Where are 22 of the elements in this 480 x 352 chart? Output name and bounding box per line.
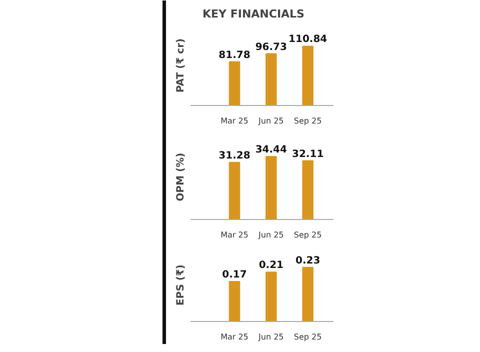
x-tick-label: Mar 25 [220, 116, 248, 126]
x-tick-label: Mar 25 [220, 332, 248, 342]
y-axis-title: EPS (₹) [176, 264, 186, 306]
data-label: 81.78 [218, 50, 250, 61]
data-label: 0.17 [222, 270, 247, 281]
x-tick-label: Mar 25 [220, 230, 248, 240]
x-tick-label: Sep 25 [294, 332, 322, 342]
data-label: 0.23 [295, 255, 320, 266]
x-tick-label: Jun 25 [258, 116, 284, 126]
data-label: 31.28 [218, 150, 250, 162]
y-axis-title: PAT (₹ cr) [176, 38, 186, 93]
data-label: 0.21 [258, 260, 284, 272]
x-tick-label: Sep 25 [294, 116, 322, 126]
data-label: 96.73 [255, 42, 288, 53]
x-tick-label: Jun 25 [258, 332, 284, 342]
x-tick-label: Jun 25 [258, 230, 284, 240]
x-tick-label: Sep 25 [294, 230, 322, 240]
data-label: 34.44 [255, 144, 288, 156]
chart-title: KEY FINANCIALS [202, 8, 305, 20]
data-label: 32.11 [292, 148, 324, 160]
y-axis-title: OPM (%) [176, 152, 186, 202]
data-label: 110.84 [288, 34, 328, 46]
